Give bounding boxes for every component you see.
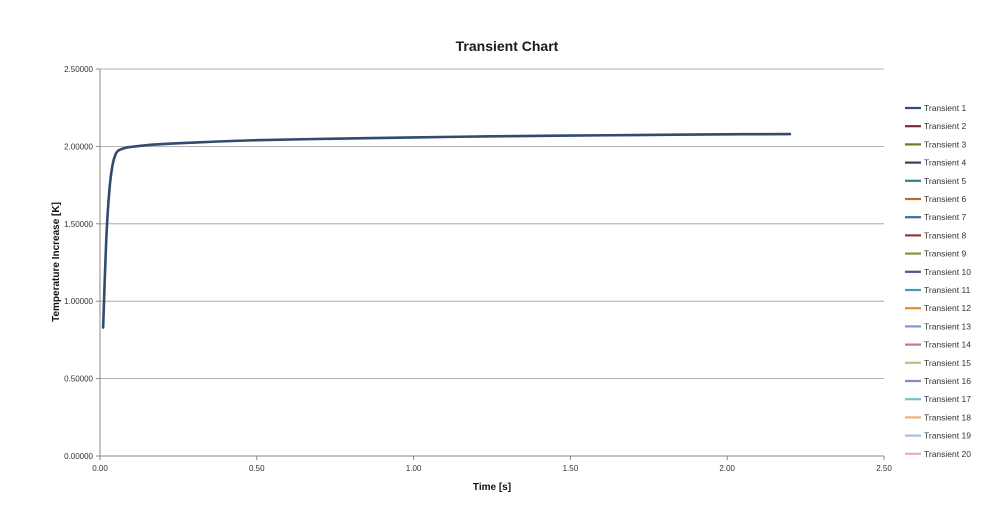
x-tick-labels: 0.00 0.50 1.00 1.50 2.00 2.50 xyxy=(92,456,892,473)
x-tick-label: 0.00 xyxy=(92,464,108,473)
legend-entry-4: Transient 4 xyxy=(924,158,966,168)
axes xyxy=(99,69,884,457)
series-lines xyxy=(101,132,792,329)
legend-entry-18: Transient 18 xyxy=(924,412,971,422)
grid xyxy=(100,68,884,380)
legend-entry-9: Transient 9 xyxy=(924,249,966,259)
legend-entry-11: Transient 11 xyxy=(924,285,971,295)
legend-entry-8: Transient 8 xyxy=(924,230,966,240)
legend-entry-20: Transient 20 xyxy=(924,449,971,459)
y-tick-label: 2.50000 xyxy=(64,65,93,74)
legend: Transient 1 Transient 2 Transient 3 Transie… xyxy=(905,103,971,459)
legend-entry-3: Transient 3 xyxy=(924,139,966,149)
legend-entry-19: Transient 19 xyxy=(924,431,971,441)
x-tick-label: 2.50 xyxy=(876,464,892,473)
x-tick-label: 0.50 xyxy=(249,464,265,473)
legend-entry-5: Transient 5 xyxy=(924,176,966,186)
y-axis-title: Temperature Increase [K] xyxy=(51,202,62,322)
legend-entry-15: Transient 15 xyxy=(924,358,971,368)
legend-entry-16: Transient 16 xyxy=(924,376,971,386)
y-tick-label: 0.00000 xyxy=(64,452,93,461)
legend-entry-7: Transient 7 xyxy=(924,212,966,222)
x-tick-label: 1.50 xyxy=(563,464,579,473)
chart-title: Transient Chart xyxy=(456,38,559,54)
y-tick-label: 2.00000 xyxy=(64,142,93,151)
y-tick-label: 0.50000 xyxy=(64,375,93,384)
y-tick-label: 1.50000 xyxy=(64,220,93,229)
series-line-1 xyxy=(101,132,792,329)
legend-entry-14: Transient 14 xyxy=(924,340,971,350)
x-axis-title: Time [s] xyxy=(473,482,511,493)
legend-entry-10: Transient 10 xyxy=(924,267,971,277)
legend-entry-12: Transient 12 xyxy=(924,303,971,313)
y-tick-labels: 0.00000 0.50000 1.00000 1.50000 2.00000 2.500… xyxy=(64,65,100,461)
x-tick-label: 1.00 xyxy=(406,464,422,473)
x-tick-label: 2.00 xyxy=(719,464,735,473)
legend-entry-17: Transient 17 xyxy=(924,394,971,404)
legend-entry-1: Transient 1 xyxy=(924,103,966,113)
y-tick-label: 1.00000 xyxy=(64,297,93,306)
legend-entry-2: Transient 2 xyxy=(924,121,966,131)
legend-entry-13: Transient 13 xyxy=(924,321,971,331)
legend-entry-6: Transient 6 xyxy=(924,194,966,204)
